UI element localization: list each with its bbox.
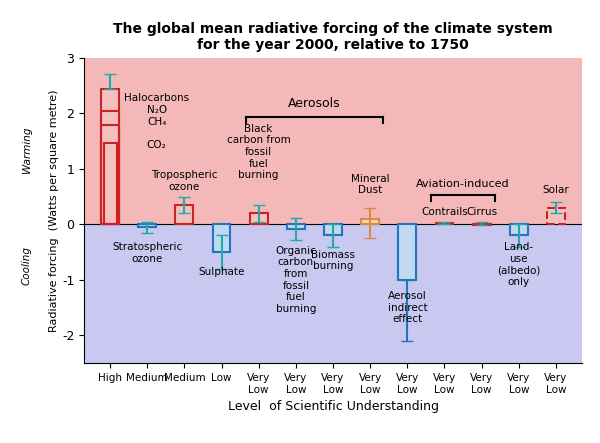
Text: Aviation-induced: Aviation-induced bbox=[416, 179, 510, 189]
Text: Aerosols: Aerosols bbox=[288, 97, 341, 110]
Bar bbox=[510, 224, 528, 235]
Bar bbox=[547, 208, 565, 224]
Text: Solar: Solar bbox=[542, 185, 569, 195]
Bar bbox=[101, 125, 119, 224]
Text: Cirrus: Cirrus bbox=[466, 207, 497, 217]
Text: Black
carbon from
fossil
fuel
burning: Black carbon from fossil fuel burning bbox=[227, 124, 290, 180]
Text: Halocarbons
N₂O
CH₄

CO₂: Halocarbons N₂O CH₄ CO₂ bbox=[124, 93, 189, 150]
Bar bbox=[101, 112, 119, 224]
Y-axis label: Radiative forcing  (Watts per square metre): Radiative forcing (Watts per square metr… bbox=[49, 89, 59, 332]
Bar bbox=[398, 224, 416, 280]
Text: Sulphate: Sulphate bbox=[199, 267, 245, 276]
Bar bbox=[473, 224, 491, 225]
Text: Aerosol
indirect
effect: Aerosol indirect effect bbox=[388, 291, 427, 324]
Bar bbox=[101, 89, 119, 224]
Bar bbox=[101, 89, 119, 224]
X-axis label: Level  of Scientific Understanding: Level of Scientific Understanding bbox=[227, 400, 439, 413]
Text: Stratospheric
ozone: Stratospheric ozone bbox=[112, 242, 182, 264]
Text: Land-
use
(albedo)
only: Land- use (albedo) only bbox=[497, 242, 541, 287]
Text: Contrails: Contrails bbox=[421, 207, 468, 217]
Text: Tropospheric
ozone: Tropospheric ozone bbox=[151, 170, 218, 192]
Bar bbox=[84, 58, 582, 224]
Bar bbox=[212, 224, 230, 252]
Bar bbox=[436, 223, 454, 224]
Text: Mineral
Dust: Mineral Dust bbox=[351, 174, 389, 195]
Text: Organic
carbon
from
fossil
fuel
burning: Organic carbon from fossil fuel burning bbox=[275, 246, 316, 314]
Bar bbox=[175, 205, 193, 224]
Bar bbox=[250, 213, 268, 224]
Bar bbox=[138, 224, 156, 227]
Bar bbox=[361, 219, 379, 224]
Bar bbox=[84, 224, 582, 363]
Bar bbox=[104, 143, 116, 224]
Bar bbox=[324, 224, 342, 235]
Bar bbox=[287, 224, 305, 229]
Text: Cooling: Cooling bbox=[22, 246, 32, 285]
Text: Biomass
burning: Biomass burning bbox=[311, 250, 355, 271]
Title: The global mean radiative forcing of the climate system
for the year 2000, relat: The global mean radiative forcing of the… bbox=[113, 22, 553, 52]
Text: Warming: Warming bbox=[22, 126, 32, 172]
